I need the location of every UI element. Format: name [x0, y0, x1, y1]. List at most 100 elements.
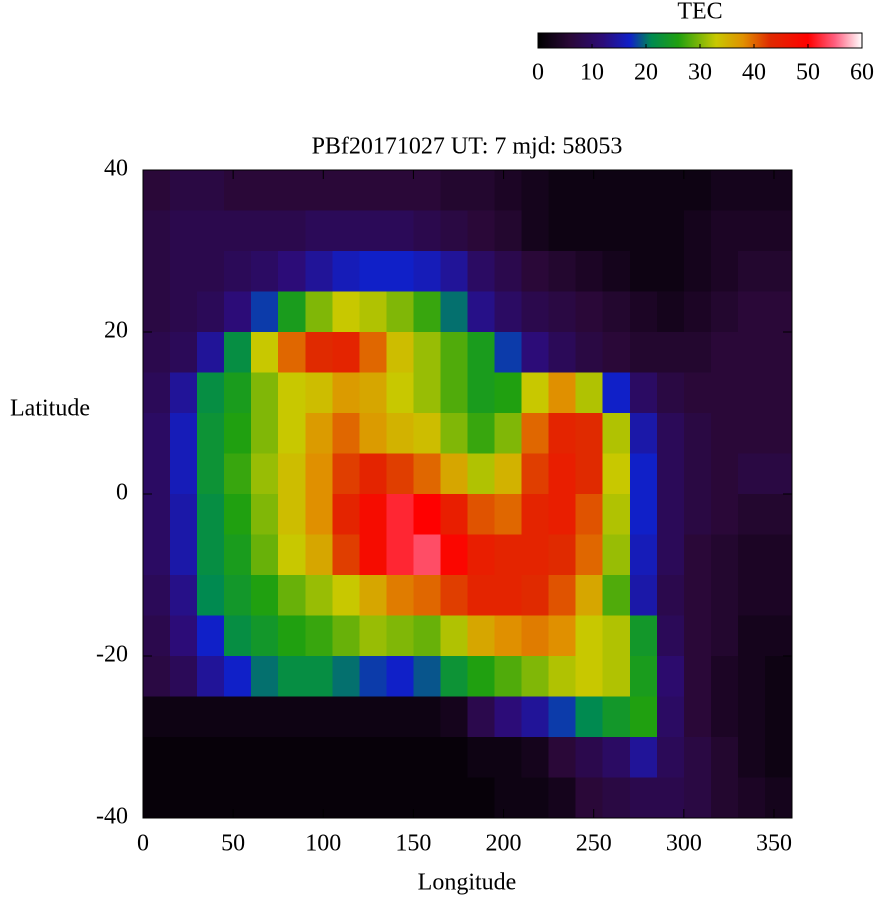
heatmap-cell [602, 777, 631, 819]
heatmap-cell [683, 291, 712, 333]
heatmap-cell [305, 777, 333, 819]
heatmap-cell [440, 534, 469, 576]
colorbar-tick-label: 0 [532, 60, 544, 86]
heatmap-cell [710, 291, 739, 333]
heatmap-cell [467, 696, 496, 738]
heatmap-cell [305, 575, 333, 617]
heatmap-cell [467, 453, 496, 495]
heatmap-cell [764, 656, 793, 698]
heatmap-cell [413, 372, 442, 414]
heatmap-cell [548, 575, 577, 617]
heatmap-cell [278, 413, 306, 455]
heatmap-cell [197, 413, 225, 455]
heatmap-cell [710, 210, 739, 252]
heatmap-cell [224, 777, 252, 819]
heatmap-cell [575, 170, 604, 212]
heatmap-cell [305, 494, 333, 536]
heatmap-cell [710, 170, 739, 212]
heatmap-cell [629, 494, 658, 536]
heatmap-cell [764, 494, 793, 536]
heatmap-cell [602, 656, 631, 698]
heatmap-cell [278, 291, 306, 333]
heatmap-cell [656, 413, 685, 455]
heatmap-cell [305, 210, 333, 252]
heatmap-cell [575, 453, 604, 495]
heatmap-cell [548, 251, 577, 293]
heatmap-cell [224, 413, 252, 455]
y-tick-label: -20 [96, 642, 128, 668]
heatmap-cell [413, 413, 442, 455]
heatmap-cell [710, 534, 739, 576]
heatmap-cell [359, 737, 387, 779]
heatmap-cell [413, 453, 442, 495]
x-tick-label: 150 [395, 831, 431, 857]
heatmap-cell [143, 291, 171, 333]
heatmap-cell [224, 251, 252, 293]
colorbar-tick-label: 10 [580, 60, 604, 86]
heatmap-cell [143, 170, 171, 212]
heatmap-cell [413, 777, 442, 819]
heatmap-cell [683, 615, 712, 657]
colorbar-tick-label: 20 [634, 60, 658, 86]
heatmap-cell [764, 534, 793, 576]
heatmap-cell [197, 777, 225, 819]
heatmap-cell [305, 413, 333, 455]
heatmap-cell [764, 372, 793, 414]
heatmap-cell [224, 291, 252, 333]
heatmap-cell [251, 737, 279, 779]
heatmap-cell [764, 453, 793, 495]
heatmap-cell [656, 291, 685, 333]
heatmap-cell [629, 291, 658, 333]
heatmap-cell [359, 170, 387, 212]
heatmap-cell [575, 656, 604, 698]
heatmap-cell [413, 656, 442, 698]
heatmap-cell [305, 251, 333, 293]
heatmap-cell [656, 615, 685, 657]
heatmap-cell [710, 332, 739, 374]
heatmap-cell [332, 372, 360, 414]
heatmap-cell [467, 737, 496, 779]
heatmap-cell [413, 615, 442, 657]
heatmap-cell [197, 737, 225, 779]
heatmap-cell [494, 170, 523, 212]
heatmap-cell [737, 332, 766, 374]
heatmap-cell [683, 656, 712, 698]
y-tick-label: 20 [104, 318, 128, 344]
heatmap-cell [575, 413, 604, 455]
heatmap-cell [575, 575, 604, 617]
heatmap-cell [629, 453, 658, 495]
heatmap-cell [440, 332, 469, 374]
heatmap-cell [413, 210, 442, 252]
heatmap-cell [386, 413, 415, 455]
heatmap-cell [251, 575, 279, 617]
heatmap-cell [251, 291, 279, 333]
heatmap-cell [548, 696, 577, 738]
heatmap-cell [359, 777, 387, 819]
heatmap-cell [467, 251, 496, 293]
heatmap-cell [494, 575, 523, 617]
heatmap-cell [521, 494, 550, 536]
heatmap-cell [683, 696, 712, 738]
x-tick-label: 0 [137, 831, 149, 857]
heatmap-cell [143, 777, 171, 819]
x-tick-label: 300 [666, 831, 702, 857]
heatmap-cell [494, 413, 523, 455]
heatmap-cell [359, 413, 387, 455]
heatmap-cell [710, 413, 739, 455]
heatmap-cell [305, 372, 333, 414]
heatmap-cell [440, 737, 469, 779]
heatmap-cell [197, 332, 225, 374]
heatmap-cell [224, 332, 252, 374]
heatmap-cell [224, 737, 252, 779]
heatmap-cell [143, 453, 171, 495]
heatmap-cell [467, 210, 496, 252]
heatmap-cell [548, 615, 577, 657]
heatmap-cell [278, 170, 306, 212]
heatmap-cell [575, 372, 604, 414]
heatmap-cell [521, 170, 550, 212]
heatmap-cell [359, 291, 387, 333]
heatmap-cell [413, 251, 442, 293]
heatmap-cell [359, 372, 387, 414]
heatmap-cell [332, 534, 360, 576]
